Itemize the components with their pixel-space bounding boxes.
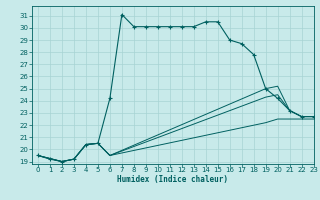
X-axis label: Humidex (Indice chaleur): Humidex (Indice chaleur) bbox=[117, 175, 228, 184]
